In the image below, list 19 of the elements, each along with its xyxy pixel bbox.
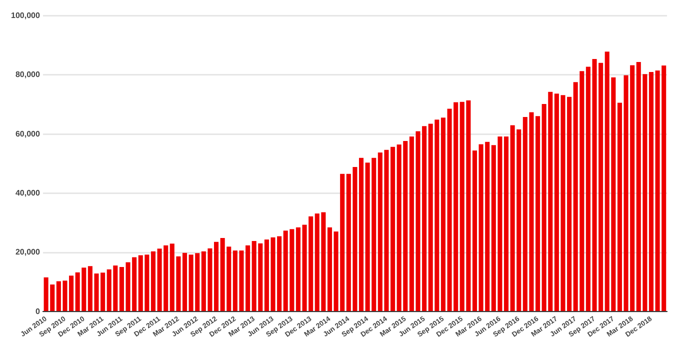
bar [327,227,332,311]
bar [472,150,477,311]
bar [358,158,364,311]
bar [296,227,300,311]
bar [214,242,219,311]
bar [390,146,396,311]
bar [617,102,622,311]
y-tick-label: 60,000 [15,129,40,138]
y-tick-label: 80,000 [15,70,40,80]
bar [119,267,124,311]
bar [182,252,188,311]
y-tick-label: 40,000 [15,188,40,198]
y-tick-label: 0 [35,306,40,316]
y-tick-label: 20,000 [15,248,40,257]
bar [504,136,509,311]
bar [150,251,156,311]
y-tick-label: 100,000 [10,11,40,20]
bar [648,72,654,311]
bar [536,116,540,311]
